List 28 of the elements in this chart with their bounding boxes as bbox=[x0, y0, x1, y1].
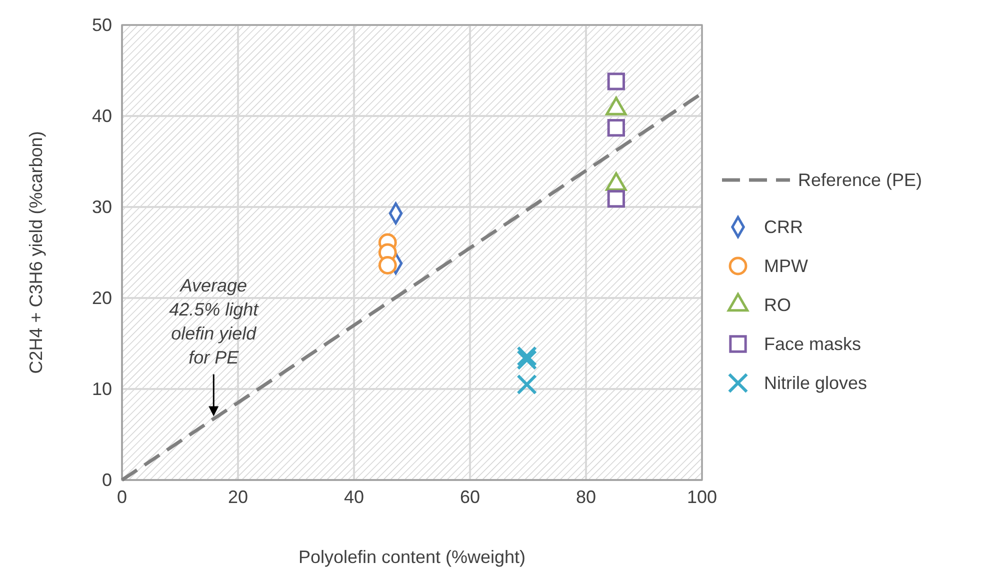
point bbox=[607, 72, 625, 90]
x-tick-label: 80 bbox=[576, 486, 596, 507]
point bbox=[607, 118, 625, 137]
legend-label: MPW bbox=[764, 256, 808, 276]
point bbox=[607, 190, 625, 208]
y-axis-title: C2H4 + C3H6 yield (%carbon) bbox=[26, 131, 46, 374]
annotation: Average 42.5% light olefin yield for PE bbox=[169, 276, 260, 368]
point bbox=[516, 350, 538, 370]
legend-label: Reference (PE) bbox=[798, 170, 922, 190]
point bbox=[516, 346, 538, 366]
x-tick-label: 100 bbox=[686, 486, 718, 507]
x-tick-label: 60 bbox=[460, 486, 480, 507]
y-tick-label: 40 bbox=[92, 106, 112, 126]
point bbox=[378, 256, 397, 274]
x-tick-label: 40 bbox=[344, 486, 364, 507]
y-tick-label: 50 bbox=[92, 14, 112, 35]
legend-label: RO bbox=[764, 295, 791, 315]
y-tick-label: 30 bbox=[92, 196, 112, 217]
x-axis-title: Polyolefin content (%weight) bbox=[298, 547, 526, 567]
point bbox=[516, 374, 538, 395]
x-tick-label: 20 bbox=[228, 486, 248, 507]
legend-label: CRR bbox=[764, 217, 803, 237]
legend-label: Nitrile gloves bbox=[764, 373, 868, 393]
x-tick-label: 0 bbox=[116, 486, 128, 507]
y-tick-label: 0 bbox=[102, 470, 112, 490]
legend-label: Face masks bbox=[764, 334, 862, 354]
y-tick-label: 20 bbox=[92, 288, 112, 308]
y-tick-label: 10 bbox=[92, 378, 112, 399]
